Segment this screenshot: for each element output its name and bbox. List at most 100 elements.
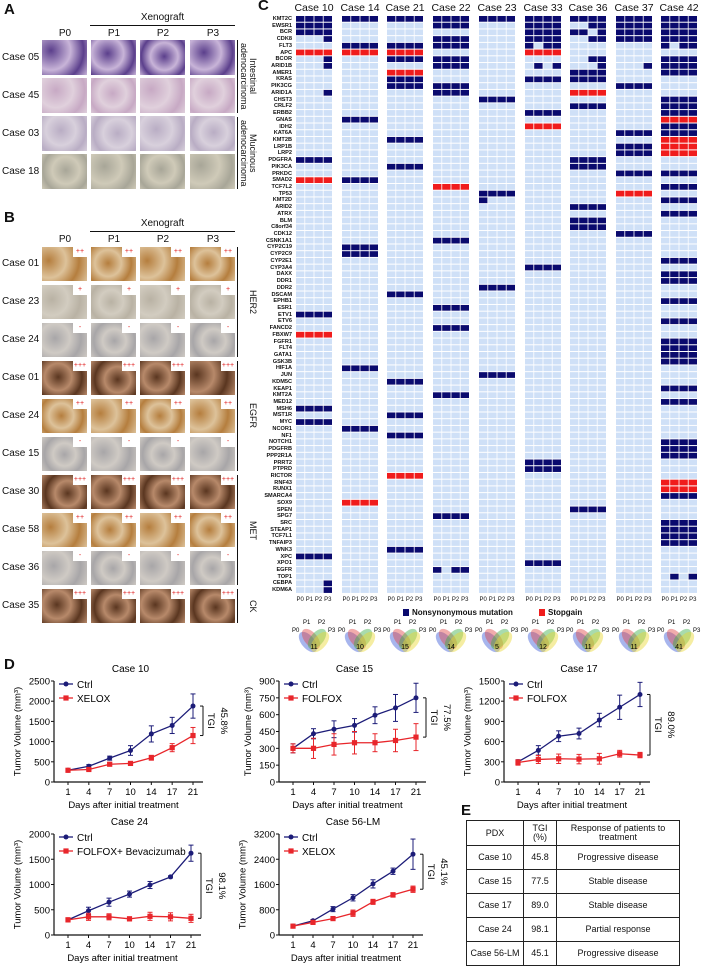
x-axis-label: Days after initial treatment [292,800,403,811]
no-mutation-cell [534,506,543,513]
no-mutation-cell [679,567,688,573]
no-mutation-cell [369,143,378,150]
nonsynonymous-cell [670,16,679,22]
no-mutation-cell [405,553,414,560]
no-mutation-cell [634,56,643,63]
no-mutation-cell [442,446,451,452]
ihc-score: - [171,437,185,447]
no-mutation-cell [634,553,643,560]
mutation-grid [387,16,423,593]
stopgain-cell [314,177,323,183]
no-mutation-cell [488,580,497,587]
no-mutation-cell [616,520,625,526]
no-mutation-cell [625,116,634,123]
no-mutation-cell [497,365,506,372]
no-mutation-cell [342,567,351,573]
no-mutation-cell [506,231,515,237]
no-mutation-cell [296,89,305,96]
no-mutation-cell [625,103,634,110]
no-mutation-cell [643,49,652,56]
no-mutation-cell [597,184,606,190]
venn-set-p3 [356,631,376,653]
stopgain-cell [688,143,697,150]
nonsynonymous-cell [670,318,679,325]
data-point [370,881,376,887]
no-mutation-cell [643,573,652,580]
no-mutation-cell [616,63,625,69]
no-mutation-cell [506,217,515,224]
nonsynonymous-cell [351,425,360,432]
no-mutation-cell [570,210,579,217]
no-mutation-cell [396,439,405,446]
no-mutation-cell [597,325,606,331]
nonsynonymous-cell [661,103,670,110]
no-mutation-cell [360,506,369,513]
no-mutation-cell [342,278,351,284]
no-mutation-cell [488,257,497,264]
no-mutation-cell [670,459,679,466]
no-mutation-cell [552,116,561,123]
nonsynonymous-cell [552,29,561,36]
no-mutation-cell [323,459,332,466]
no-mutation-cell [634,163,643,170]
no-mutation-cell [552,479,561,486]
data-point [413,734,419,740]
no-mutation-cell [661,419,670,425]
no-mutation-cell [670,204,679,210]
no-mutation-cell [460,345,469,351]
no-mutation-cell [414,157,423,163]
nonsynonymous-cell [323,311,332,318]
no-mutation-cell [305,318,314,325]
tgi-value: 77.5% [441,704,452,731]
no-mutation-cell [351,331,360,338]
case-title: Case 33 [523,2,563,14]
no-mutation-cell [405,123,414,130]
no-mutation-cell [616,466,625,472]
no-mutation-cell [351,231,360,237]
no-mutation-cell [451,439,460,446]
row-label: Case 30 [2,486,40,497]
no-mutation-cell [314,89,323,96]
no-mutation-cell [460,446,469,452]
no-mutation-cell [369,520,378,526]
row-label: Case 01 [2,372,40,383]
no-mutation-cell [442,365,451,372]
no-mutation-cell [643,136,652,143]
no-mutation-cell [625,42,634,49]
tgi-value: 45.1% [438,858,449,885]
no-mutation-cell [414,446,423,452]
no-mutation-cell [305,533,314,540]
no-mutation-cell [360,190,369,197]
no-mutation-cell [460,526,469,533]
no-mutation-cell [679,177,688,183]
row-label: Case 58 [2,524,40,535]
no-mutation-cell [670,472,679,479]
no-mutation-cell [342,22,351,29]
no-mutation-cell [670,217,679,224]
venn-set-p3 [493,631,513,653]
gene-label: CYP2C9 [270,251,292,258]
venn-set-p0 [527,631,547,653]
no-mutation-cell [679,217,688,224]
no-mutation-cell [543,520,552,526]
no-mutation-cell [387,352,396,358]
no-mutation-cell [497,399,506,405]
nonsynonymous-cell [670,36,679,42]
no-mutation-cell [570,385,579,392]
no-mutation-cell [634,338,643,345]
no-mutation-cell [597,567,606,573]
no-mutation-cell [433,466,442,472]
nonsynonymous-cell [625,29,634,36]
no-mutation-cell [661,459,670,466]
no-mutation-cell [323,251,332,257]
no-mutation-cell [543,244,552,251]
no-mutation-cell [387,466,396,472]
no-mutation-cell [688,224,697,231]
no-mutation-cell [360,143,369,150]
no-mutation-cell [625,304,634,311]
no-mutation-cell [552,352,561,358]
no-mutation-cell [405,573,414,580]
no-mutation-cell [670,372,679,378]
ihc-score: ++ [73,399,87,409]
nonsynonymous-cell [625,170,634,177]
